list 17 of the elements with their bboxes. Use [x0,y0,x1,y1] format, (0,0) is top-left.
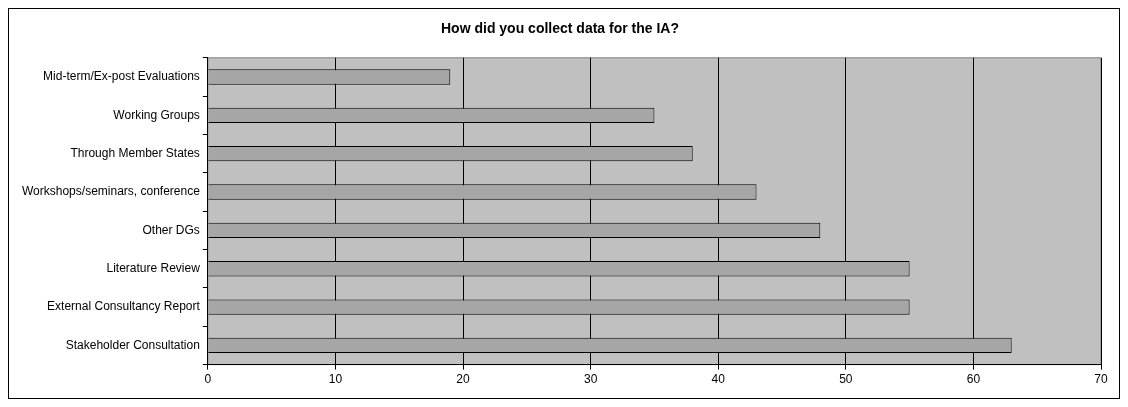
x-tick-label: 10 [328,372,343,387]
y-tick-label: Mid-term/Ex-post Evaluations [43,69,200,84]
x-tick-label: 20 [456,372,471,387]
y-tick-label: Literature Review [106,261,201,276]
x-tick-label: 40 [711,372,726,387]
x-tick-label: 0 [204,372,212,387]
x-tick-label: 60 [966,372,981,387]
y-tick-label: External Consultancy Report [47,299,201,314]
x-tick-label: 30 [583,372,598,387]
y-tick-label: Other DGs [142,222,200,237]
y-tick-label: Stakeholder Consultation [65,337,200,352]
x-tick-label: 50 [839,372,853,387]
x-tick-label: 70 [1094,372,1108,387]
chart-title: How did you collect data for the IA? [440,20,680,37]
y-tick-label: Working Groups [113,107,200,122]
y-tick-label: Through Member States [70,145,200,160]
y-tick-label: Workshops/seminars, conference [22,184,201,199]
